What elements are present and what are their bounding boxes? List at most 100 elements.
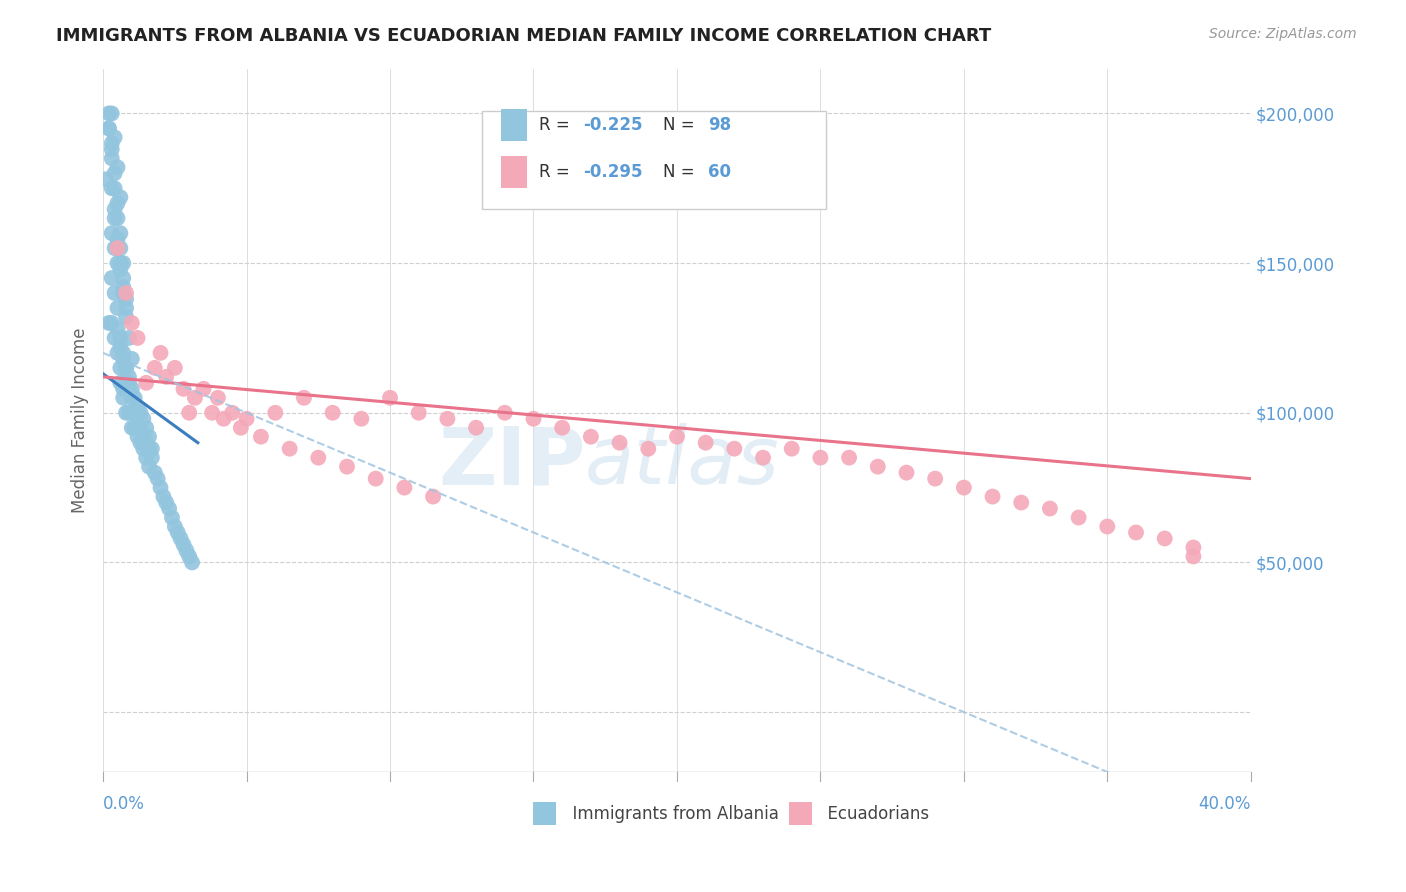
Point [107, 241, 129, 255]
Point [181, 556, 204, 570]
Point [152, 490, 174, 504]
Point [1097, 519, 1119, 533]
Text: Ecuadorians: Ecuadorians [817, 805, 929, 823]
Point [121, 391, 143, 405]
Point [155, 495, 177, 509]
Point [118, 382, 141, 396]
Point [408, 406, 430, 420]
Point [494, 406, 516, 420]
Point [166, 525, 188, 540]
Point [107, 256, 129, 270]
Point [551, 421, 574, 435]
Point [193, 382, 215, 396]
Point [1125, 525, 1147, 540]
Point [665, 430, 688, 444]
Point [229, 421, 252, 435]
Point [132, 411, 155, 425]
Text: 40.0%: 40.0% [1198, 795, 1251, 813]
Point [336, 459, 359, 474]
Point [100, 136, 122, 151]
Point [97, 316, 120, 330]
Point [307, 450, 329, 465]
Point [422, 490, 444, 504]
Point [695, 435, 717, 450]
Point [163, 360, 186, 375]
Point [981, 490, 1004, 504]
Text: -0.225: -0.225 [583, 116, 643, 134]
Point [97, 106, 120, 120]
Text: N =: N = [664, 163, 700, 181]
Point [436, 411, 458, 425]
Point [100, 271, 122, 285]
Point [104, 211, 127, 226]
Point [146, 472, 169, 486]
Point [121, 316, 143, 330]
Point [179, 549, 201, 564]
Point [201, 406, 224, 420]
Text: R =: R = [540, 116, 575, 134]
Point [112, 256, 135, 270]
Point [127, 331, 149, 345]
Point [135, 450, 157, 465]
Point [135, 421, 157, 435]
Point [127, 406, 149, 420]
Point [179, 406, 201, 420]
Point [107, 232, 129, 246]
Point [1039, 501, 1062, 516]
Point [350, 411, 373, 425]
Point [1153, 532, 1175, 546]
Point [250, 430, 273, 444]
Point [104, 286, 127, 301]
Point [149, 346, 172, 360]
Point [121, 351, 143, 366]
Point [235, 411, 257, 425]
Point [723, 442, 745, 456]
Point [112, 391, 135, 405]
Text: R =: R = [540, 163, 575, 181]
Point [322, 406, 344, 420]
Point [104, 130, 127, 145]
Point [107, 346, 129, 360]
Point [127, 400, 149, 414]
Point [121, 382, 143, 396]
Point [104, 241, 127, 255]
Point [292, 391, 315, 405]
Point [110, 376, 132, 390]
Point [112, 280, 135, 294]
Point [112, 286, 135, 301]
Point [953, 481, 976, 495]
Point [364, 472, 387, 486]
Text: -0.295: -0.295 [583, 163, 643, 181]
Point [141, 442, 163, 456]
Point [118, 376, 141, 390]
Point [110, 331, 132, 345]
Point [394, 481, 416, 495]
Point [163, 519, 186, 533]
Point [124, 391, 146, 405]
Point [100, 142, 122, 156]
Point [522, 411, 544, 425]
Point [107, 196, 129, 211]
Point [169, 532, 191, 546]
Text: Source: ZipAtlas.com: Source: ZipAtlas.com [1209, 27, 1357, 41]
Point [110, 340, 132, 354]
Point [104, 202, 127, 217]
Point [278, 442, 301, 456]
Point [135, 376, 157, 390]
Point [138, 459, 160, 474]
Point [609, 435, 631, 450]
Point [637, 442, 659, 456]
Point [112, 351, 135, 366]
Text: 0.0%: 0.0% [103, 795, 145, 813]
Point [112, 382, 135, 396]
Point [838, 450, 860, 465]
Point [143, 466, 166, 480]
Point [465, 421, 488, 435]
Point [184, 391, 207, 405]
Point [118, 331, 141, 345]
Point [149, 481, 172, 495]
Point [172, 537, 194, 551]
Point [115, 406, 138, 420]
Point [172, 382, 194, 396]
Point [110, 190, 132, 204]
